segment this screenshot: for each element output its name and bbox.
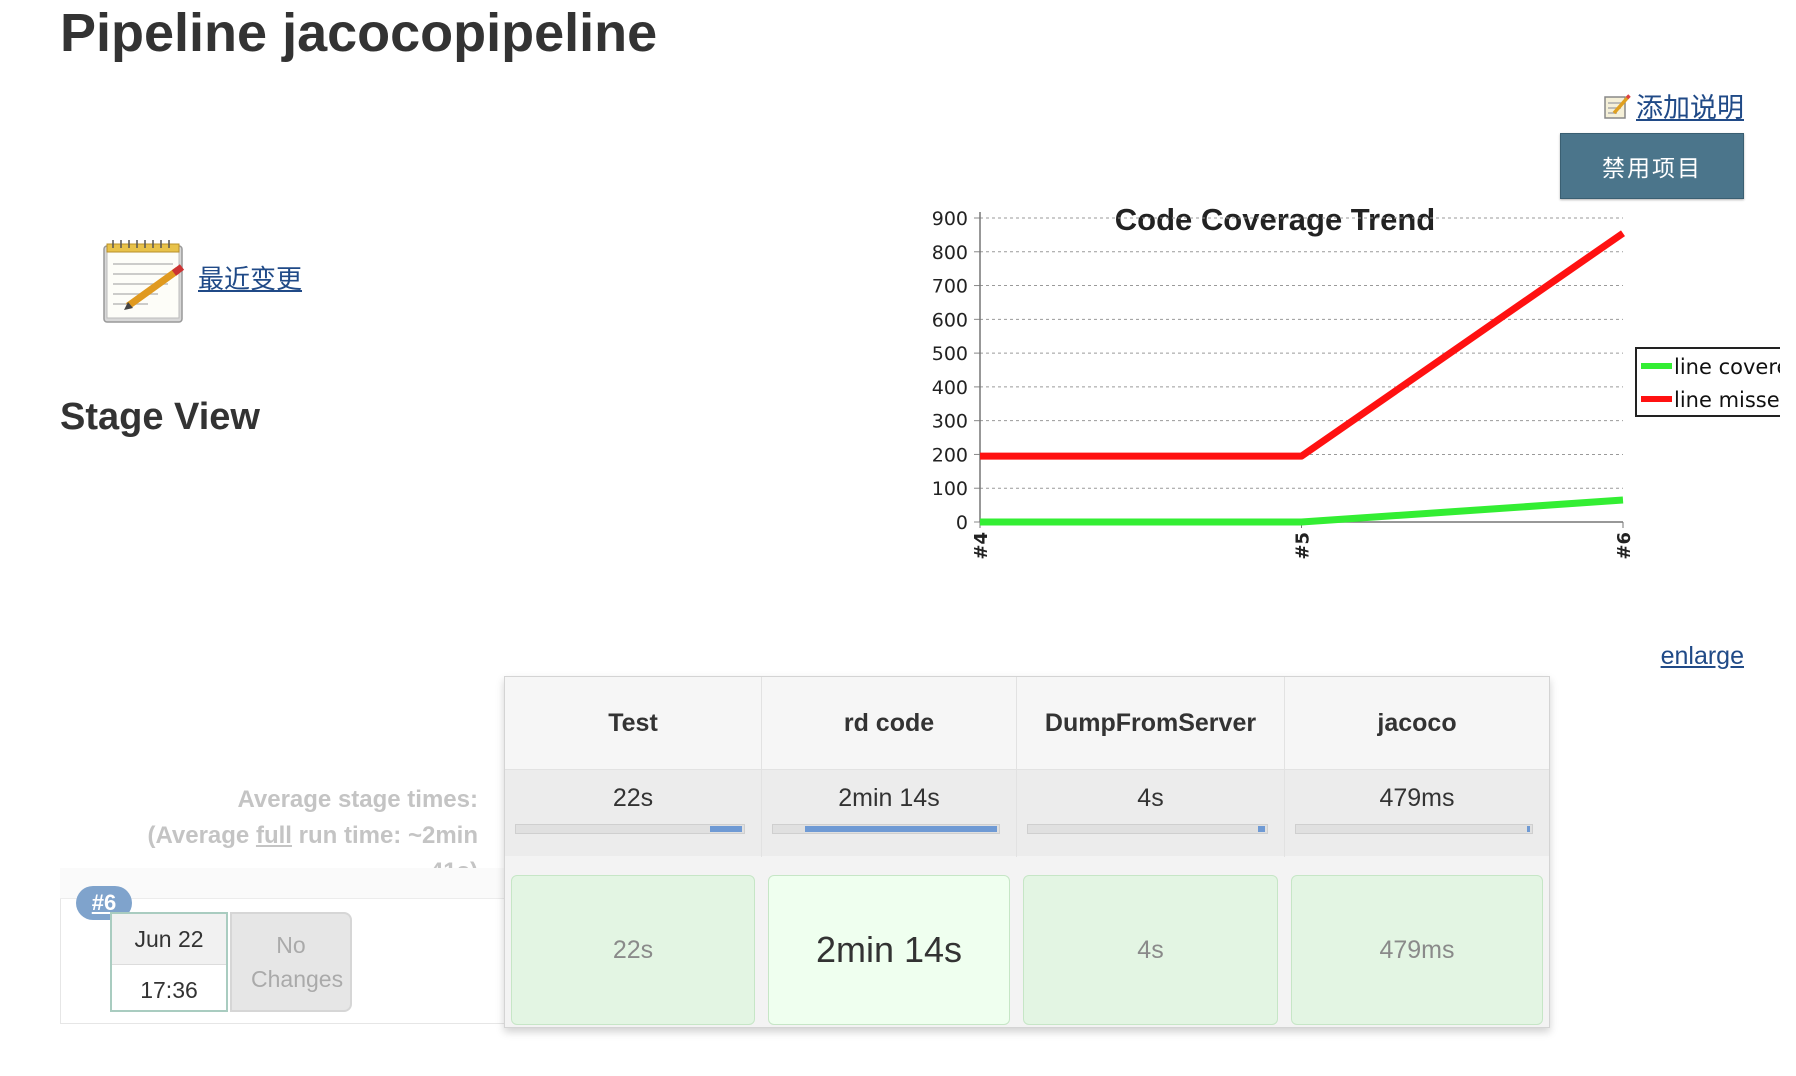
stage-average: 22s	[505, 770, 761, 856]
stage-average-time: 2min 14s	[838, 784, 940, 812]
stage-cell[interactable]: 4s	[1023, 875, 1278, 1025]
column-divider	[1284, 677, 1285, 857]
stage-average: 479ms	[1285, 770, 1549, 856]
column-divider	[761, 677, 762, 857]
stage-progress-bar	[1027, 824, 1268, 834]
chart-series	[980, 230, 1625, 526]
build-time: 17:36	[140, 976, 198, 1003]
chart-y-tick-label: 900	[932, 208, 968, 230]
stage-cell[interactable]: 22s	[511, 875, 755, 1025]
disable-project-button[interactable]: 禁用项目	[1560, 133, 1744, 199]
build-badge[interactable]: #6	[76, 886, 132, 920]
chart-legend-label: line missed	[1674, 388, 1780, 412]
chart-y-tick-label: 600	[932, 309, 968, 331]
add-description-label[interactable]: 添加说明	[1636, 93, 1744, 123]
chart-legend-label: line covered	[1674, 355, 1780, 379]
stage-average-time: 4s	[1137, 784, 1164, 812]
stage-average-time: 22s	[612, 784, 654, 812]
no-changes-box[interactable]: No Changes	[230, 912, 352, 1012]
chart-y-tick-label: 100	[932, 478, 968, 500]
stage-progress-fill	[804, 826, 997, 832]
chart-grid	[980, 217, 1623, 489]
stage-column-rd-code: rd code 2min 14s 2min 14s	[762, 677, 1016, 1027]
chart-y-tick-label: 200	[932, 444, 968, 466]
stage-cell[interactable]: 2min 14s	[768, 875, 1010, 1025]
stage-average-time: 479ms	[1379, 784, 1455, 812]
chart-series-line	[980, 496, 1624, 526]
stage-progress-bar	[772, 824, 1000, 834]
chart-y-tick-label: 300	[932, 411, 968, 433]
add-description-link[interactable]: 添加说明	[1602, 86, 1744, 125]
stage-table: Test 22s 22s rd code 2min 14s 2min 14s D…	[504, 676, 1550, 1028]
stage-average: 4s	[1017, 770, 1284, 856]
page-title: Pipeline jacocopipeline	[60, 3, 658, 63]
stage-progress-bar	[515, 824, 745, 834]
chart-y-tick-label: 400	[932, 377, 968, 399]
stage-progress-fill	[1527, 826, 1530, 832]
average-label-pre: (Average	[147, 822, 256, 849]
chart-x-tick-label: #4	[971, 532, 992, 560]
chart-series-line	[980, 230, 1625, 460]
average-label-line1: Average stage times:	[237, 786, 478, 813]
full-run-link[interactable]: full	[255, 822, 292, 849]
build-date-box[interactable]: Jun 22 17:36	[110, 912, 228, 1012]
chart-legend-box	[1635, 347, 1780, 417]
stage-cell[interactable]: 479ms	[1291, 875, 1543, 1025]
stage-progress-bar	[1295, 824, 1533, 834]
edit-notepad-icon	[1604, 93, 1631, 119]
chart-y-tick-label: 0	[956, 512, 968, 534]
chart-legend: line covered line missed	[1635, 347, 1780, 417]
average-label-post: run time: ~2min	[291, 822, 478, 849]
code-coverage-chart: Code Coverage Trend 0 100 200 300 400 500 600 7…	[932, 202, 1780, 560]
build-date: Jun 22	[112, 914, 226, 965]
stage-average: 2min 14s	[762, 770, 1016, 856]
chart-y-tick-label: 700	[932, 276, 968, 298]
stage-header: Test	[505, 677, 761, 770]
notepad-pencil-icon	[103, 240, 185, 323]
average-stage-times-label: Average stage times: (Average full run t…	[100, 782, 478, 890]
chart-y-tick-label: 800	[932, 242, 968, 264]
enlarge-link[interactable]: enlarge	[1660, 642, 1744, 670]
run-row-header	[60, 868, 506, 899]
chart-x-tick-label: #6	[1614, 532, 1635, 560]
stage-progress-fill	[1257, 826, 1265, 832]
chart-y-axis: 0 100 200 300 400 500 600 700 800 900	[932, 208, 981, 534]
column-divider	[1016, 677, 1017, 857]
stage-header: rd code	[762, 677, 1016, 770]
average-label-line2: (Average full run time: ~2min	[100, 818, 478, 854]
chart-title: Code Coverage Trend	[1115, 202, 1435, 237]
chart-x-axis: #4 #5 #6	[971, 521, 1635, 560]
stage-column-dumpfromserver: DumpFromServer 4s 4s	[1017, 677, 1284, 1027]
recent-changes-link[interactable]: 最近变更	[98, 236, 302, 326]
stage-view-title: Stage View	[60, 396, 260, 438]
stage-column-test: Test 22s 22s	[505, 677, 761, 1027]
stage-column-jacoco: jacoco 479ms 479ms	[1285, 677, 1549, 1027]
stage-progress-fill	[710, 826, 742, 832]
recent-changes-label[interactable]: 最近变更	[198, 263, 303, 294]
stage-header: jacoco	[1285, 677, 1549, 770]
stage-header: DumpFromServer	[1017, 677, 1284, 770]
chart-y-tick-label: 500	[932, 343, 968, 365]
chart-x-tick-label: #5	[1293, 532, 1314, 560]
no-changes-label: No Changes	[251, 932, 344, 992]
